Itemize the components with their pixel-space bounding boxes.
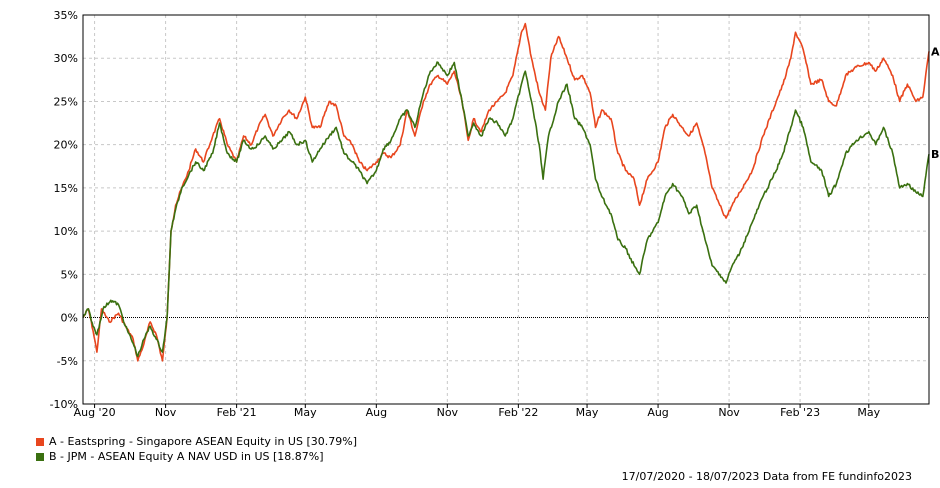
x-axis-ticks: Aug '20 Nov Feb '21 May Aug Nov Feb '22 May Aug N… bbox=[74, 404, 881, 419]
series-end-labels: AB bbox=[931, 45, 940, 161]
series-line-b bbox=[82, 61, 930, 358]
y-tick-label: -5% bbox=[57, 355, 78, 368]
y-tick-label: 20% bbox=[54, 139, 78, 152]
legend-item-b: B - JPM - ASEAN Equity A NAV USD in US [… bbox=[36, 449, 357, 464]
x-tick-label: Nov bbox=[437, 406, 459, 419]
y-axis-ticks: -10% -5% 0% 5% 10% 15% 20% 25% 30% 35% bbox=[50, 9, 78, 411]
data-source-footer: 17/07/2020 - 18/07/2023 Data from FE fun… bbox=[621, 470, 912, 483]
y-tick-label: 5% bbox=[61, 268, 78, 281]
y-tick-label: 25% bbox=[54, 95, 78, 108]
legend-swatch-a bbox=[36, 437, 44, 446]
y-tick-label: 35% bbox=[54, 9, 78, 22]
y-tick-label: 15% bbox=[54, 182, 78, 195]
legend: A - Eastspring - Singapore ASEAN Equity … bbox=[36, 434, 357, 464]
x-tick-label: Feb '22 bbox=[498, 406, 538, 419]
y-tick-label: -10% bbox=[50, 398, 78, 411]
series-lines bbox=[82, 22, 930, 362]
series-line-a bbox=[82, 22, 930, 362]
series-end-label-b: B bbox=[931, 148, 939, 161]
x-tick-label: May bbox=[294, 406, 317, 419]
grid bbox=[83, 15, 929, 404]
x-tick-label: Aug bbox=[647, 406, 668, 419]
legend-swatch-b bbox=[36, 452, 44, 461]
y-tick-label: 0% bbox=[61, 312, 78, 325]
x-tick-label: Nov bbox=[718, 406, 740, 419]
x-tick-label: May bbox=[576, 406, 599, 419]
x-tick-label: Aug bbox=[366, 406, 387, 419]
series-end-label-a: A bbox=[931, 45, 940, 58]
x-tick-label: Feb '21 bbox=[217, 406, 257, 419]
y-tick-label: 30% bbox=[54, 52, 78, 65]
y-tick-label: 10% bbox=[54, 225, 78, 238]
x-tick-label: Nov bbox=[155, 406, 177, 419]
legend-item-a: A - Eastspring - Singapore ASEAN Equity … bbox=[36, 434, 357, 449]
legend-label-b: B - JPM - ASEAN Equity A NAV USD in US [… bbox=[49, 450, 324, 463]
x-tick-label: Aug '20 bbox=[74, 406, 116, 419]
plot-frame bbox=[82, 14, 930, 405]
legend-label-a: A - Eastspring - Singapore ASEAN Equity … bbox=[49, 435, 357, 448]
x-tick-label: May bbox=[857, 406, 880, 419]
x-tick-label: Feb '23 bbox=[780, 406, 820, 419]
